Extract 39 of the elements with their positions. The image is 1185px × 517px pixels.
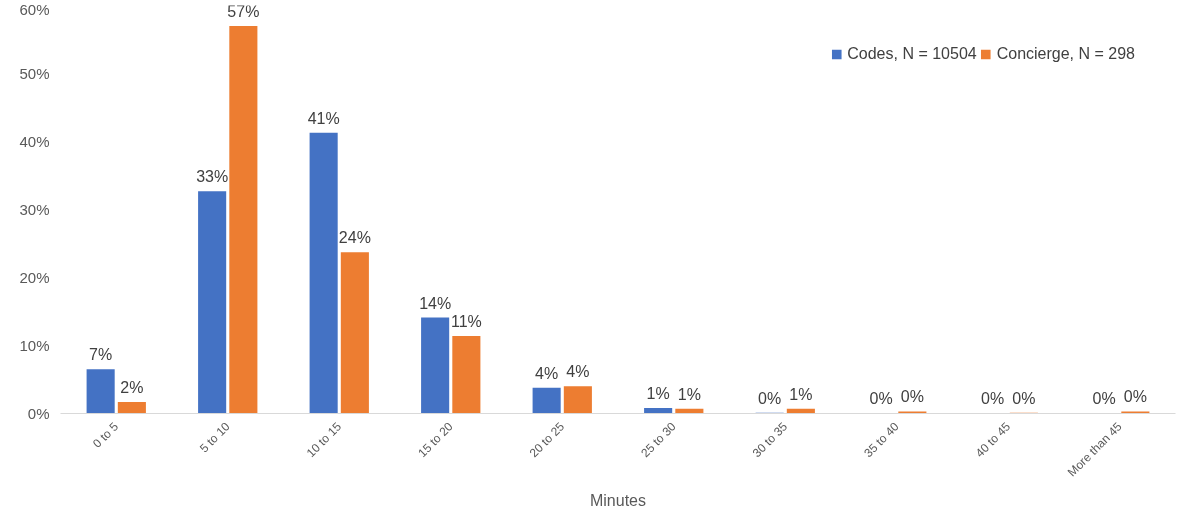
y-tick-label: 20%	[19, 269, 50, 286]
data-label: 14%	[419, 294, 452, 312]
data-label: 0%	[1092, 390, 1116, 408]
data-label: 0%	[869, 390, 893, 408]
y-tick-label: 50%	[19, 65, 50, 82]
data-label: 0%	[1123, 388, 1147, 406]
data-label: 0%	[900, 388, 924, 406]
x-tick-label: 10 to 15	[303, 419, 345, 461]
data-label: 0%	[1012, 389, 1036, 407]
data-label: 1%	[646, 385, 670, 403]
data-label: 0%	[758, 389, 782, 407]
legend-label: Concierge, N = 298	[996, 45, 1135, 63]
data-label: 4%	[566, 363, 590, 381]
data-label: 41%	[307, 109, 340, 127]
x-tick-label: 20 to 25	[526, 419, 568, 461]
y-tick-label: 0%	[27, 405, 50, 422]
x-tick-label: 35 to 40	[861, 419, 902, 461]
x-tick-label: 40 to 45	[972, 419, 1014, 461]
y-tick-label: 60%	[19, 0, 50, 18]
data-label: 33%	[196, 168, 229, 186]
data-label: 57%	[227, 2, 260, 20]
x-axis-title: Minutes	[589, 492, 647, 510]
data-label: 24%	[338, 229, 371, 247]
x-tick-label: 15 to 20	[415, 419, 456, 461]
data-label: 11%	[450, 312, 482, 330]
y-tick-label: 40%	[19, 133, 50, 150]
data-label: 0%	[981, 390, 1005, 408]
legend-label: Codes, N = 10504	[847, 45, 977, 63]
data-label: 4%	[535, 364, 559, 382]
y-tick-label: 10%	[19, 337, 50, 354]
data-label: 7%	[89, 346, 113, 364]
data-label: 2%	[120, 378, 144, 396]
x-tick-label: 30 to 35	[749, 419, 791, 461]
y-tick-label: 30%	[19, 201, 50, 218]
data-label: 1%	[789, 385, 813, 403]
x-tick-label: 25 to 30	[638, 419, 679, 461]
x-tick-label: 5 to 10	[196, 419, 233, 456]
data-label: 1%	[677, 385, 701, 403]
x-tick-label: 0 to 5	[90, 419, 122, 451]
